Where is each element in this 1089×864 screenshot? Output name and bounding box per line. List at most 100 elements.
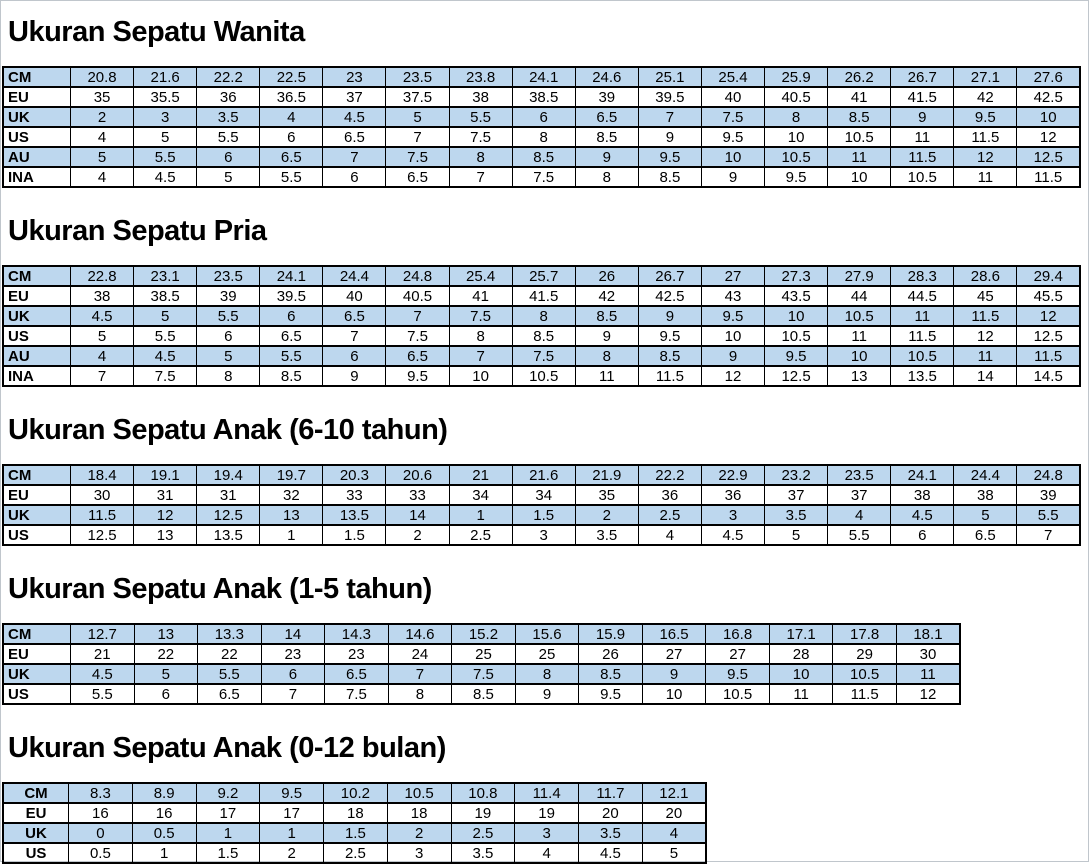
size-cell: 4.5: [322, 106, 387, 128]
size-cell: 10.5: [764, 146, 829, 168]
table-row: EU 21 22 22 23 23 24 25 25 26 27 27 28 29 30: [2, 643, 961, 665]
size-cell: 2.5: [450, 822, 516, 844]
size-cell: 10.5: [511, 365, 576, 387]
size-cell: 2.5: [637, 504, 702, 526]
row-header-us: US: [2, 683, 71, 705]
table-row: CM 20.8 21.6 22.2 22.5 23 23.5 23.8 24.1 24.6 25.1…: [2, 66, 1081, 88]
size-cell: 12.5: [196, 504, 261, 526]
size-cell: 38.5: [511, 86, 576, 108]
table-row: EU 16 16 17 17 18 18 19 19 20 20: [2, 802, 707, 824]
size-cell: 44.5: [890, 285, 955, 307]
size-cell: 4: [69, 126, 135, 148]
size-cell: 16: [68, 802, 133, 824]
size-cell: 24.8: [385, 265, 450, 287]
row-header-cm: CM: [2, 623, 71, 645]
size-cell: 2: [574, 504, 639, 526]
size-cell: 39: [1016, 484, 1081, 506]
size-cell: 6: [511, 106, 576, 128]
size-cell: 6.5: [385, 345, 450, 367]
size-cell: 13: [133, 524, 198, 546]
size-cell: 6.5: [259, 325, 324, 347]
size-cell: 10: [764, 126, 829, 148]
size-cell: 39: [574, 86, 639, 108]
size-cell: 29.4: [1016, 265, 1081, 287]
size-cell: 13: [133, 623, 199, 645]
size-cell: 20.6: [385, 464, 450, 486]
size-cell: 8.5: [574, 126, 639, 148]
size-cell: 18: [386, 802, 452, 824]
size-cell: 19: [450, 802, 516, 824]
size-cell: 8.9: [131, 782, 197, 804]
size-cell: 38: [448, 86, 513, 108]
section-anak-6-10-tahun: Ukuran Sepatu Anak (6-10 tahun) CM 18.4 19…: [1, 411, 1088, 546]
size-cell: 2: [385, 524, 450, 546]
size-cell: 26: [578, 643, 643, 665]
size-cell: 5.5: [196, 305, 261, 327]
size-cell: 12.1: [641, 782, 707, 804]
row-header-us: US: [2, 842, 69, 864]
size-cell: 0: [68, 822, 133, 844]
size-cell: 8.3: [68, 782, 133, 804]
row-header-cm: CM: [2, 265, 71, 287]
size-cell: 26.7: [890, 66, 955, 88]
size-cell: 23.2: [764, 464, 829, 486]
size-cell: 3.5: [574, 524, 639, 546]
size-cell: 20: [641, 802, 707, 824]
table-row: INA 7 7.5 8 8.5 9 9.5 10 10.5 11 11.5 12 12.5 13 13.5 1…: [2, 365, 1081, 387]
row-header-eu: EU: [2, 86, 71, 108]
size-cell: 32: [259, 484, 324, 506]
size-cell: 4: [827, 504, 892, 526]
size-cell: 14.3: [324, 623, 389, 645]
size-cell: 6.5: [953, 524, 1018, 546]
size-cell: 8.5: [511, 325, 576, 347]
size-cell: 36.5: [259, 86, 324, 108]
size-cell: 9.5: [705, 663, 770, 685]
size-cell: 10.5: [386, 782, 452, 804]
size-cell: 8.5: [511, 146, 576, 168]
row-header-us: US: [2, 524, 71, 546]
size-cell: 12: [1016, 305, 1081, 327]
size-cell: 33: [385, 484, 450, 506]
size-cell: 42: [953, 86, 1018, 108]
size-cell: 12.5: [764, 365, 829, 387]
size-cell: 9.5: [700, 305, 766, 327]
size-cell: 6.5: [259, 146, 324, 168]
size-cell: 8: [448, 146, 513, 168]
size-cell: 3: [386, 842, 452, 864]
size-cell: 5.5: [259, 166, 324, 188]
size-cell: 8: [514, 663, 580, 685]
size-cell: 7: [387, 663, 453, 685]
size-table-anak-0-12: CM 8.3 8.9 9.2 9.5 10.2 10.5 10.8 11.4 11.7 12.1 EU…: [2, 782, 707, 864]
size-cell: 23.1: [133, 265, 198, 287]
size-cell: 24.4: [953, 464, 1018, 486]
size-cell: 6.5: [197, 683, 262, 705]
size-cell: 45.5: [1016, 285, 1081, 307]
size-cell: 38: [953, 484, 1018, 506]
size-cell: 38: [69, 285, 135, 307]
size-cell: 8.5: [827, 106, 892, 128]
size-cell: 21: [70, 643, 135, 665]
size-cell: 20.3: [322, 464, 387, 486]
size-cell: 4.5: [890, 504, 955, 526]
size-cell: 9.5: [578, 683, 643, 705]
size-cell: 25.9: [764, 66, 829, 88]
size-cell: 39: [196, 285, 261, 307]
table-row: US 5.5 6 6.5 7 7.5 8 8.5 9 9.5 10 10.5 11 11.5 12: [2, 683, 961, 705]
section-title: Ukuran Sepatu Wanita: [8, 16, 305, 48]
size-cell: 23.8: [448, 66, 513, 88]
size-cell: 9.2: [195, 782, 261, 804]
size-cell: 16: [131, 802, 197, 824]
size-cell: 40: [700, 86, 766, 108]
size-cell: 9.5: [764, 166, 829, 188]
size-cell: 23: [324, 643, 389, 665]
size-cell: 22.8: [69, 265, 135, 287]
size-cell: 45: [953, 285, 1018, 307]
size-cell: 38.5: [133, 285, 198, 307]
size-cell: 26.7: [637, 265, 702, 287]
size-cell: 12: [1016, 126, 1081, 148]
size-cell: 10.5: [890, 345, 955, 367]
size-cell: 11: [890, 305, 955, 327]
size-cell: 11.5: [890, 325, 955, 347]
table-row: CM 22.8 23.1 23.5 24.1 24.4 24.8 25.4 25.7 26 26.7…: [2, 265, 1081, 287]
size-cell: 37.5: [385, 86, 450, 108]
